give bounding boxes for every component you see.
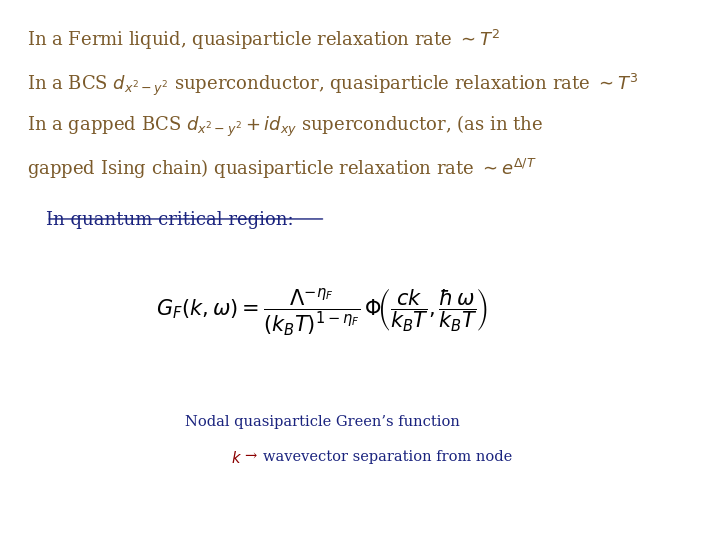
Text: →: → [244, 450, 256, 464]
Text: gapped Ising chain) quasiparticle relaxation rate $\sim e^{\Delta/T}$: gapped Ising chain) quasiparticle relaxa… [27, 157, 536, 181]
Text: In a gapped BCS $d_{x^{2}-y^{2}}+id_{xy}$ superconductor, (as in the: In a gapped BCS $d_{x^{2}-y^{2}}+id_{xy}… [27, 114, 543, 139]
Text: In a Fermi liquid, quasiparticle relaxation rate $\sim T^{2}$: In a Fermi liquid, quasiparticle relaxat… [27, 28, 500, 52]
Text: wavevector separation from node: wavevector separation from node [263, 450, 513, 464]
Text: In quantum critical region:: In quantum critical region: [46, 211, 294, 229]
Text: $k$: $k$ [231, 450, 242, 466]
Text: $G_{F}\left(k,\omega\right)=\dfrac{\Lambda^{-\eta_{F}}}{\left(k_{B}T\right)^{1-\: $G_{F}\left(k,\omega\right)=\dfrac{\Lamb… [156, 286, 488, 338]
Text: Nodal quasiparticle Green’s function: Nodal quasiparticle Green’s function [185, 415, 459, 429]
Text: In a BCS $d_{x^{2}-y^{2}}$ superconductor, quasiparticle relaxation rate $\sim T: In a BCS $d_{x^{2}-y^{2}}$ superconducto… [27, 71, 639, 98]
